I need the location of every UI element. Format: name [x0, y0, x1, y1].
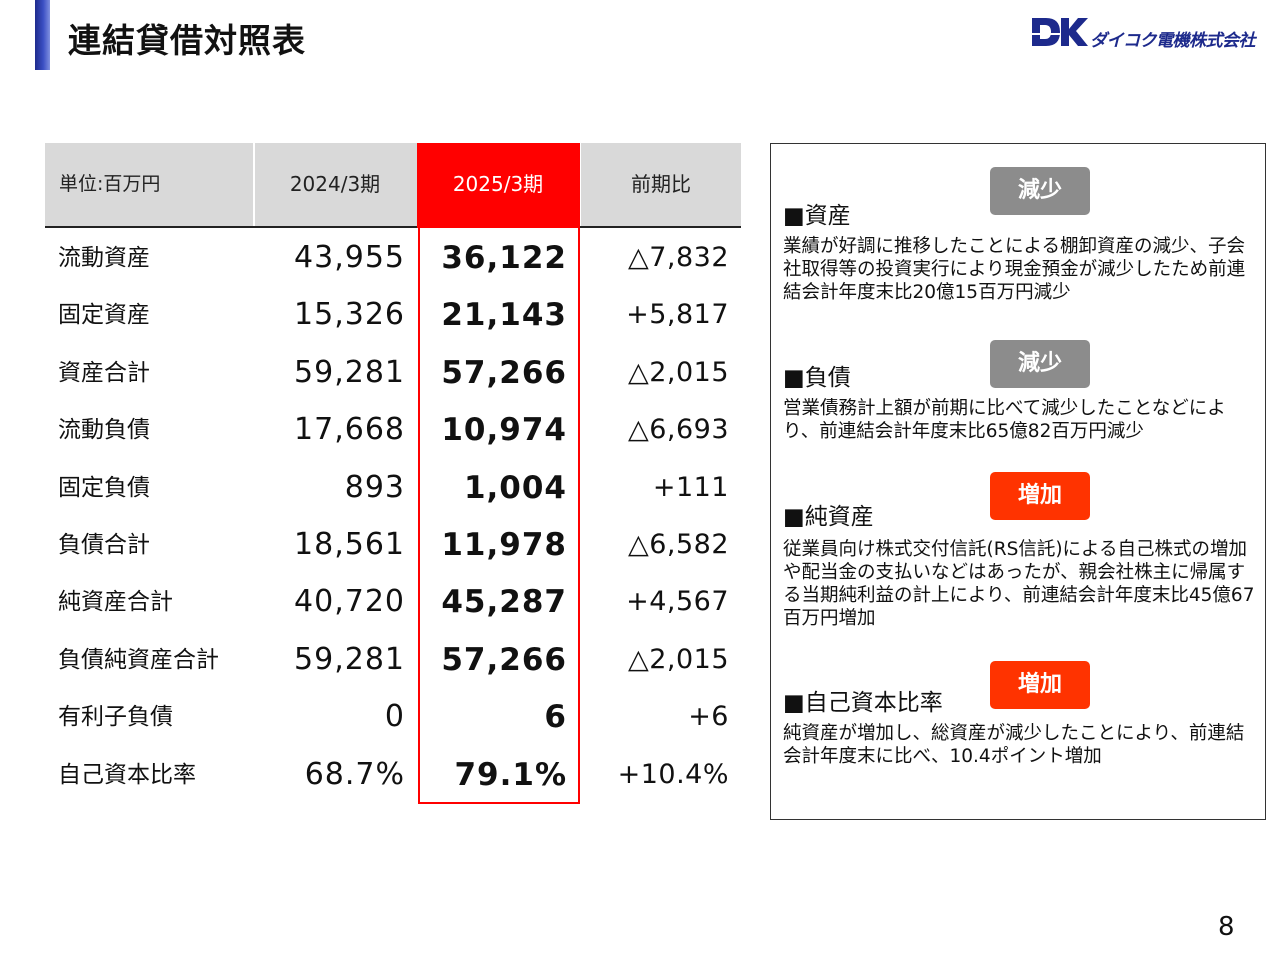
- diff-value: △7,832: [627, 242, 729, 273]
- row-label: 負債合計: [58, 532, 150, 558]
- header-divider: [579, 143, 581, 226]
- page-title: 連結貸借対照表: [68, 21, 306, 60]
- diff-value: △2,015: [627, 356, 729, 388]
- prev-value: 59,281: [294, 641, 405, 677]
- logo-company-name: ダイコク電機株式会社: [1090, 31, 1256, 51]
- commentary-panel: ■資産 減少 業績が好調に推移したことによる棚卸資産の減少、子会社取得等の投資実…: [770, 143, 1266, 820]
- section-body: 業績が好調に推移したことによる棚卸資産の減少、子会社取得等の投資実行により現金預…: [783, 236, 1246, 303]
- row-label: 固定負債: [58, 474, 150, 501]
- dk-logo-mark-icon: [1032, 18, 1088, 46]
- row-label: 固定資産: [58, 302, 150, 329]
- company-logo: ダイコク電機株式会社: [1030, 14, 1266, 51]
- table-row: 有利子負債 0 6 +6: [45, 687, 741, 744]
- prev-value: 59,281: [294, 354, 405, 390]
- row-label: 負債純資産合計: [58, 646, 219, 673]
- prev-value: 893: [344, 469, 405, 505]
- curr-value: 6: [544, 699, 567, 736]
- curr-value: 57,266: [441, 641, 567, 678]
- header-unit: 単位:百万円: [59, 173, 161, 195]
- table-row: 負債純資産合計 59,281 57,266 △2,015: [45, 630, 741, 687]
- section-heading: ■自己資本比率: [783, 690, 943, 716]
- prev-value: 43,955: [294, 240, 405, 275]
- status-badge: 減少: [990, 167, 1090, 215]
- diff-value: +5,817: [626, 299, 729, 331]
- page-number: 8: [1218, 912, 1235, 942]
- header-diff: 前期比: [631, 172, 691, 196]
- prev-value: 68.7%: [304, 756, 405, 792]
- prev-value: 17,668: [294, 412, 405, 448]
- header-curr-period: 2025/3期: [417, 143, 579, 228]
- section-heading: ■資産: [783, 203, 851, 229]
- title-accent-bar: [35, 0, 50, 70]
- table-row: 固定負債 893 1,004 +111: [45, 458, 741, 515]
- prev-value: 15,326: [294, 297, 405, 333]
- prev-value: 18,561: [294, 527, 405, 562]
- status-badge: 増加: [990, 472, 1090, 520]
- status-badge: 増加: [990, 661, 1090, 709]
- row-label: 流動資産: [58, 245, 150, 271]
- header-divider: [253, 143, 255, 226]
- row-label: 有利子負債: [58, 704, 173, 731]
- diff-value: +10.4%: [617, 758, 729, 790]
- section-heading: ■負債: [783, 365, 851, 391]
- section-body: 従業員向け株式交付信託(RS信託)による自己株式の増加や配当金の支払いなどはあっ…: [783, 539, 1255, 629]
- table-header: 単位:百万円 2024/3期 2025/3期 前期比: [45, 143, 741, 228]
- curr-value: 11,978: [441, 527, 567, 563]
- section-body: 純資産が増加し、総資産が減少したことにより、前連結会計年度末に比べ、10.4ポイ…: [783, 723, 1245, 767]
- diff-value: +4,567: [626, 586, 729, 618]
- diff-value: △6,582: [627, 529, 729, 560]
- table-row: 純資産合計 40,720 45,287 +4,567: [45, 572, 741, 629]
- table-row: 固定資産 15,326 21,143 +5,817: [45, 285, 741, 342]
- row-label: 流動負債: [58, 417, 150, 444]
- curr-value: 45,287: [441, 584, 567, 621]
- table-row: 資産合計 59,281 57,266 △2,015: [45, 343, 741, 400]
- row-label: 資産合計: [58, 359, 150, 386]
- diff-value: △2,015: [627, 643, 729, 675]
- row-label: 自己資本比率: [58, 761, 196, 788]
- table-row: 自己資本比率 68.7% 79.1% +10.4%: [45, 745, 741, 802]
- prev-value: 0: [384, 699, 405, 735]
- diff-value: +111: [652, 471, 729, 503]
- section-body: 営業債務計上額が前期に比べて減少したことなどにより、前連結会計年度末比65億82…: [783, 398, 1226, 442]
- curr-value: 36,122: [441, 240, 567, 276]
- curr-value: 79.1%: [454, 756, 567, 793]
- table-row: 負債合計 18,561 11,978 △6,582: [45, 515, 741, 572]
- header-prev-period: 2024/3期: [289, 172, 381, 196]
- curr-value: 10,974: [441, 412, 567, 449]
- section-heading: ■純資産: [783, 504, 874, 530]
- prev-value: 40,720: [294, 584, 405, 620]
- table-row: 流動負債 17,668 10,974 △6,693: [45, 400, 741, 457]
- row-label: 純資産合計: [58, 589, 173, 616]
- curr-value: 21,143: [441, 297, 567, 334]
- table-row: 流動資産 43,955 36,122 △7,832: [45, 228, 741, 285]
- curr-value: 57,266: [441, 354, 567, 391]
- curr-value: 1,004: [463, 469, 567, 506]
- diff-value: +6: [688, 701, 729, 733]
- diff-value: △6,693: [627, 414, 729, 446]
- status-badge: 減少: [990, 340, 1090, 388]
